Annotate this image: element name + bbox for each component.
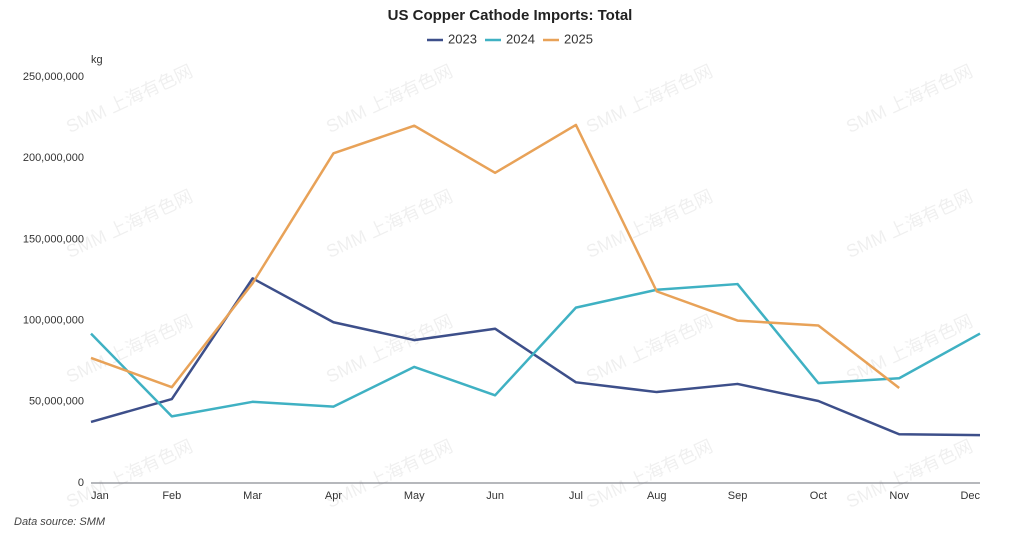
watermark: SMM 上海有色网 xyxy=(843,61,976,137)
x-tick-label: Mar xyxy=(243,490,262,502)
series-line xyxy=(90,123,900,389)
watermark: SMM 上海有色网 xyxy=(843,311,976,387)
x-tick-label: Oct xyxy=(810,490,827,502)
x-tick-label: Nov xyxy=(889,490,909,502)
y-tick-label: 200,000,000 xyxy=(23,152,84,164)
x-tick-label: Aug xyxy=(647,490,667,502)
x-tick-label: Jan xyxy=(91,490,109,502)
watermark: SMM 上海有色网 xyxy=(583,61,716,137)
y-tick-label: 50,000,000 xyxy=(29,396,84,408)
watermark: SMM 上海有色网 xyxy=(323,61,456,137)
watermark: SMM 上海有色网 xyxy=(583,186,716,262)
legend-label: 2025 xyxy=(564,31,593,46)
x-tick-label: May xyxy=(404,490,425,502)
watermark: SMM 上海有色网 xyxy=(323,436,456,512)
y-tick-label: 250,000,000 xyxy=(23,71,84,83)
x-tick-label: Jun xyxy=(486,490,504,502)
data-source: Data source: SMM xyxy=(14,516,106,528)
chart-title: US Copper Cathode Imports: Total xyxy=(388,7,633,24)
x-tick-label: Apr xyxy=(325,490,342,502)
y-tick-label: 100,000,000 xyxy=(23,315,84,327)
legend-label: 2024 xyxy=(506,31,535,46)
watermark: SMM 上海有色网 xyxy=(843,436,976,512)
series-line xyxy=(90,277,981,437)
x-tick-label: Sep xyxy=(728,490,748,502)
x-tick-label: Dec xyxy=(960,490,980,502)
watermark: SMM 上海有色网 xyxy=(323,186,456,262)
watermark: SMM 上海有色网 xyxy=(843,186,976,262)
watermark: SMM 上海有色网 xyxy=(583,311,716,387)
series-line xyxy=(90,282,981,418)
y-axis-unit: kg xyxy=(91,54,103,66)
y-tick-label: 0 xyxy=(78,477,84,489)
legend-label: 2023 xyxy=(448,31,477,46)
x-tick-label: Feb xyxy=(162,490,181,502)
y-tick-label: 150,000,000 xyxy=(23,233,84,245)
watermark: SMM 上海有色网 xyxy=(63,186,196,262)
x-tick-label: Jul xyxy=(569,490,583,502)
